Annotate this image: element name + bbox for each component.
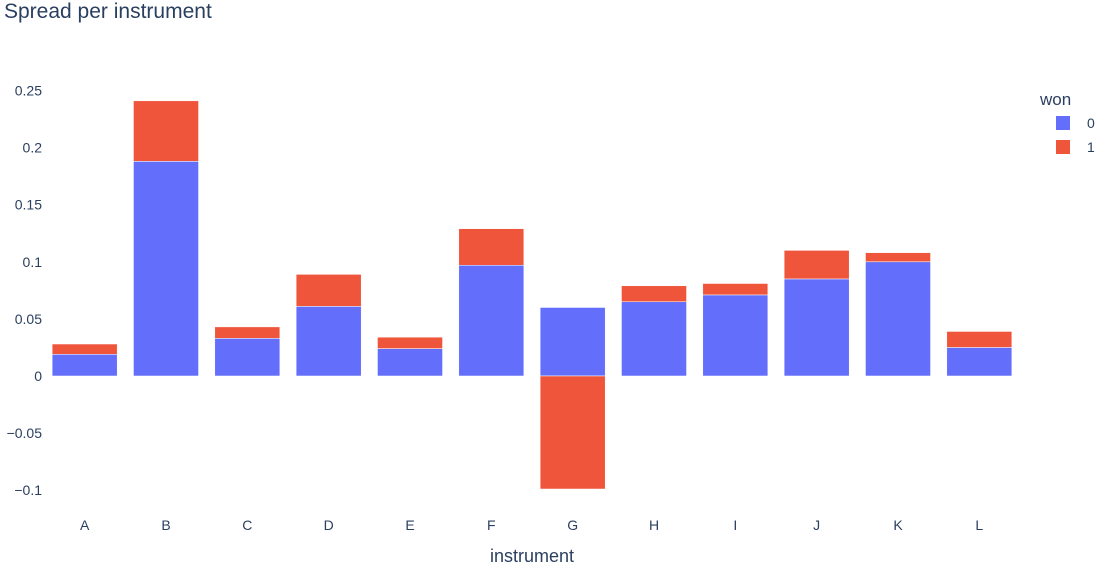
legend-title: won — [1039, 90, 1071, 109]
y-tick-label: −0.05 — [7, 425, 43, 441]
bar-E-won-0[interactable] — [377, 348, 443, 377]
bar-A-won-1[interactable] — [51, 343, 118, 355]
x-tick-label: I — [733, 517, 737, 533]
bar-H-won-1[interactable] — [621, 285, 687, 303]
x-tick-label: G — [567, 517, 578, 533]
bar-L-won-0[interactable] — [946, 347, 1013, 377]
x-tick-label: K — [893, 517, 903, 533]
x-tick-label: A — [80, 517, 90, 533]
bar-E-won-1[interactable] — [377, 336, 443, 349]
bar-I-won-0[interactable] — [702, 294, 769, 377]
legend-swatch-1[interactable] — [1056, 140, 1070, 154]
x-tick-label: F — [487, 517, 496, 533]
bar-J-won-1[interactable] — [783, 250, 850, 280]
y-tick-label: 0.05 — [15, 311, 42, 327]
bar-D-won-1[interactable] — [295, 274, 362, 307]
y-tick-label: 0.1 — [23, 254, 43, 270]
y-tick-label: 0.2 — [23, 140, 43, 156]
bar-L-won-1[interactable] — [946, 331, 1013, 348]
bar-I-won-1[interactable] — [702, 283, 769, 296]
x-tick-label: B — [161, 517, 170, 533]
legend-label-1[interactable]: 1 — [1087, 139, 1095, 155]
x-tick-label: H — [649, 517, 659, 533]
x-tick-label: D — [324, 517, 334, 533]
bar-C-won-1[interactable] — [214, 326, 281, 339]
y-tick-label: 0.25 — [15, 83, 42, 99]
bar-H-won-0[interactable] — [621, 301, 687, 377]
legend-label-0[interactable]: 0 — [1087, 115, 1095, 131]
x-tick-label: C — [242, 517, 252, 533]
y-tick-label: −0.1 — [14, 482, 42, 498]
x-tick-label: E — [405, 517, 414, 533]
bar-F-won-1[interactable] — [458, 228, 525, 266]
bar-G-won-0[interactable] — [539, 307, 606, 377]
legend-swatch-0[interactable] — [1056, 116, 1070, 130]
bar-K-won-0[interactable] — [865, 261, 931, 377]
bar-B-won-1[interactable] — [133, 100, 199, 162]
bar-D-won-0[interactable] — [295, 306, 362, 377]
chart-title: Spread per instrument — [4, 0, 212, 23]
bar-B-won-0[interactable] — [133, 161, 199, 377]
y-tick-label: 0.15 — [15, 197, 42, 213]
y-tick-label: 0 — [34, 368, 42, 384]
x-tick-label: J — [813, 517, 820, 533]
bar-K-won-1[interactable] — [865, 252, 931, 263]
bar-C-won-0[interactable] — [214, 338, 281, 377]
bar-F-won-0[interactable] — [458, 264, 525, 377]
x-axis-title: instrument — [490, 546, 574, 565]
x-tick-label: L — [975, 517, 983, 533]
bar-J-won-0[interactable] — [783, 278, 850, 377]
bar-A-won-0[interactable] — [51, 354, 118, 377]
bar-G-won-1[interactable] — [539, 375, 606, 490]
